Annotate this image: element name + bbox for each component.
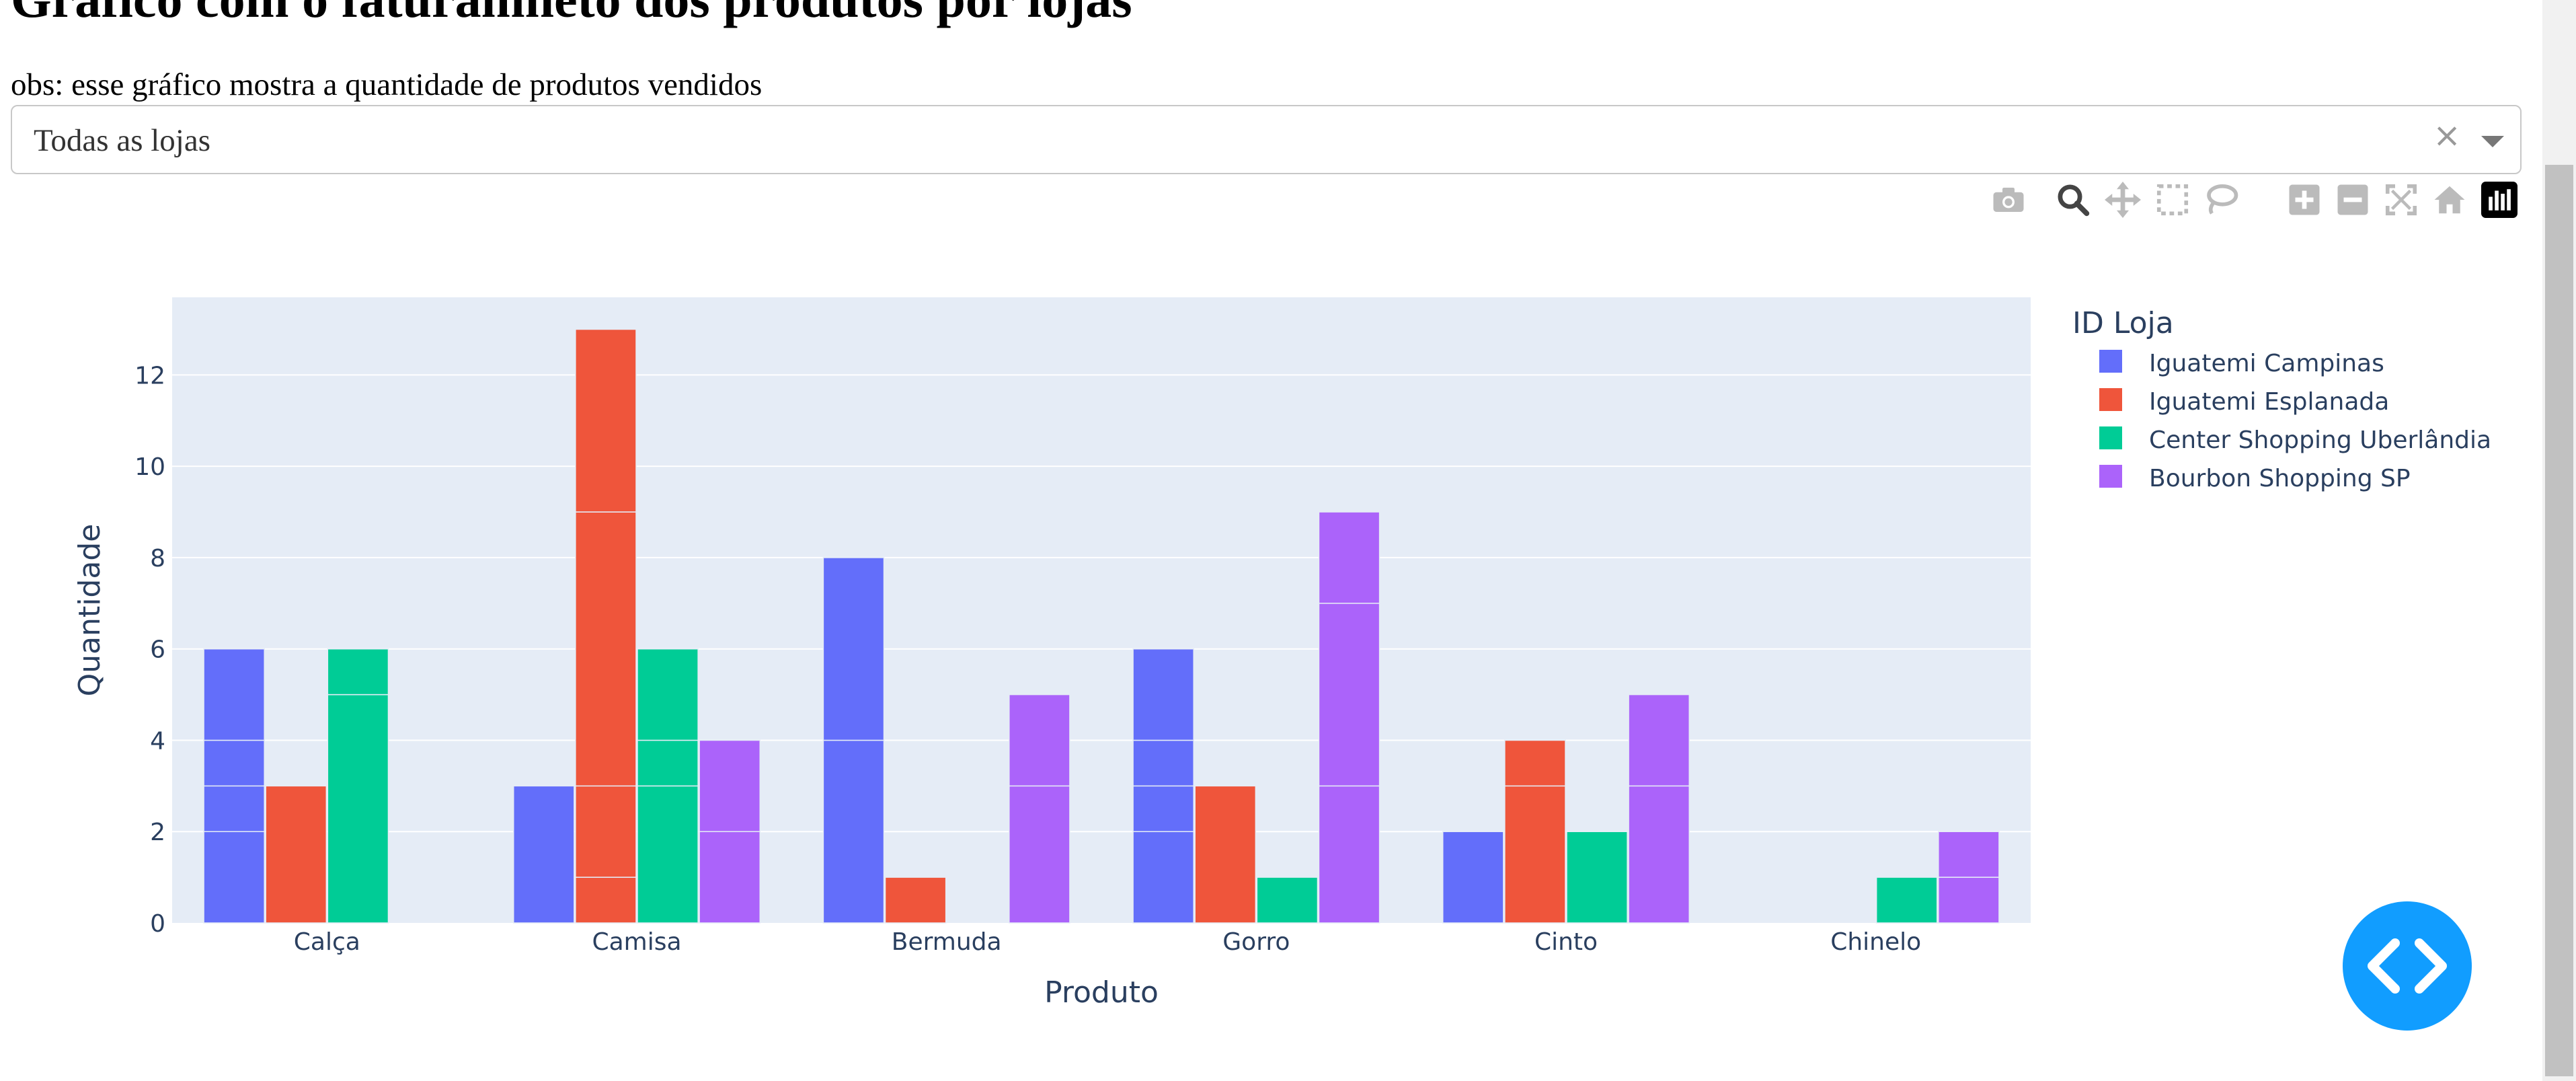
bar-chart: 0 2 4 6 8 10 12 Calça Camisa Bermuda Gorro Cinto Chi… xyxy=(73,297,2491,1010)
bar[interactable] xyxy=(1628,694,1690,787)
x-tick-label: Cinto xyxy=(1534,928,1598,956)
legend-swatch[interactable] xyxy=(2099,388,2122,411)
scrollbar-thumb[interactable] xyxy=(2545,165,2573,1076)
bar[interactable] xyxy=(699,739,761,832)
bar[interactable] xyxy=(575,328,637,513)
box-select-icon[interactable] xyxy=(2154,182,2191,218)
code-icon xyxy=(2368,938,2447,994)
legend-item-label[interactable]: Bourbon Shopping SP xyxy=(2149,465,2411,492)
x-tick-label: Gorro xyxy=(1222,928,1290,956)
pan-icon[interactable] xyxy=(2105,182,2141,218)
bar[interactable] xyxy=(1875,877,1938,924)
y-tick-label: 10 xyxy=(134,453,165,481)
bar[interactable] xyxy=(1318,511,1380,604)
clear-icon[interactable]: × xyxy=(2433,116,2461,155)
page-title: Gráfico com o faturamneto dos produtos p… xyxy=(11,0,1132,28)
legend-swatch[interactable] xyxy=(2099,426,2122,449)
zoom-in-icon[interactable] xyxy=(2286,182,2323,218)
store-dropdown[interactable]: Todas as lojas × xyxy=(11,105,2522,174)
bar[interactable] xyxy=(575,785,637,878)
plot-background xyxy=(172,297,2031,923)
y-tick-label: 12 xyxy=(134,362,165,389)
x-tick-label: Camisa xyxy=(592,928,681,956)
bar[interactable] xyxy=(699,831,761,924)
bar[interactable] xyxy=(1009,694,1070,787)
bar[interactable] xyxy=(1318,785,1380,924)
bar[interactable] xyxy=(822,557,885,741)
camera-icon[interactable] xyxy=(1990,182,2027,218)
bar[interactable] xyxy=(1318,603,1380,787)
legend-title: ID Loja xyxy=(2072,306,2174,340)
bar[interactable] xyxy=(1442,831,1504,924)
page-note: obs: esse gráfico mostra a quantidade de… xyxy=(11,67,763,102)
chevron-down-icon[interactable] xyxy=(2481,136,2504,147)
bar[interactable] xyxy=(203,739,265,787)
autoscale-icon[interactable] xyxy=(2383,182,2419,218)
legend-swatch[interactable] xyxy=(2099,350,2122,373)
bar[interactable] xyxy=(575,877,637,924)
bar[interactable] xyxy=(1132,785,1194,832)
bar[interactable] xyxy=(1194,785,1257,924)
plot-area: 0 2 4 6 8 10 12 Calça Camisa Bermuda Gorro Cinto Chi… xyxy=(134,297,2031,956)
bar[interactable] xyxy=(203,785,265,832)
bar[interactable] xyxy=(1628,785,1690,924)
legend-item-label[interactable]: Iguatemi Esplanada xyxy=(2149,388,2389,416)
reset-axes-icon[interactable] xyxy=(2431,182,2468,218)
x-tick-label: Calça xyxy=(294,928,360,956)
legend-item-label[interactable]: Iguatemi Campinas xyxy=(2149,350,2384,377)
bar[interactable] xyxy=(1938,831,2000,878)
bar[interactable] xyxy=(327,648,389,696)
bar[interactable] xyxy=(203,831,265,924)
x-tick-label: Chinelo xyxy=(1830,928,1921,956)
dropdown-selected-value: Todas as lojas xyxy=(34,123,210,158)
bar[interactable] xyxy=(1504,739,1566,787)
bar[interactable] xyxy=(1132,648,1194,741)
legend-item-label[interactable]: Center Shopping Uberlândia xyxy=(2149,426,2491,454)
x-axis-title: Produto xyxy=(1044,975,1159,1010)
zoom-icon[interactable] xyxy=(2055,182,2091,218)
bar[interactable] xyxy=(1256,877,1319,924)
bar[interactable] xyxy=(265,785,327,924)
bar[interactable] xyxy=(884,877,947,924)
bar[interactable] xyxy=(637,785,699,924)
bar[interactable] xyxy=(1132,739,1194,787)
bar[interactable] xyxy=(1132,831,1194,924)
x-tick-label: Bermuda xyxy=(892,928,1002,956)
legend-swatch[interactable] xyxy=(2099,465,2122,488)
bar[interactable] xyxy=(1009,785,1070,924)
y-tick-label: 4 xyxy=(150,727,165,755)
dev-tools-button[interactable] xyxy=(2343,901,2472,1031)
plotly-logo-icon[interactable] xyxy=(2481,182,2518,218)
y-tick-label: 2 xyxy=(150,819,165,846)
y-axis-title: Quantidade xyxy=(73,524,107,697)
y-tick-label: 0 xyxy=(150,910,165,938)
bar[interactable] xyxy=(512,785,575,924)
bar[interactable] xyxy=(1566,831,1628,924)
zoom-out-icon[interactable] xyxy=(2335,182,2371,218)
y-tick-label: 8 xyxy=(150,545,165,572)
bar[interactable] xyxy=(203,648,265,741)
bar[interactable] xyxy=(575,511,637,787)
bar[interactable] xyxy=(327,694,389,924)
lasso-select-icon[interactable] xyxy=(2203,182,2239,218)
bar[interactable] xyxy=(637,739,699,787)
bar[interactable] xyxy=(822,739,885,924)
y-tick-label: 6 xyxy=(150,636,165,664)
legend: ID Loja Iguatemi Campinas Iguatemi Esplan… xyxy=(2072,306,2491,492)
bar[interactable] xyxy=(1504,785,1566,924)
bar[interactable] xyxy=(1938,877,2000,924)
bar[interactable] xyxy=(637,648,699,741)
